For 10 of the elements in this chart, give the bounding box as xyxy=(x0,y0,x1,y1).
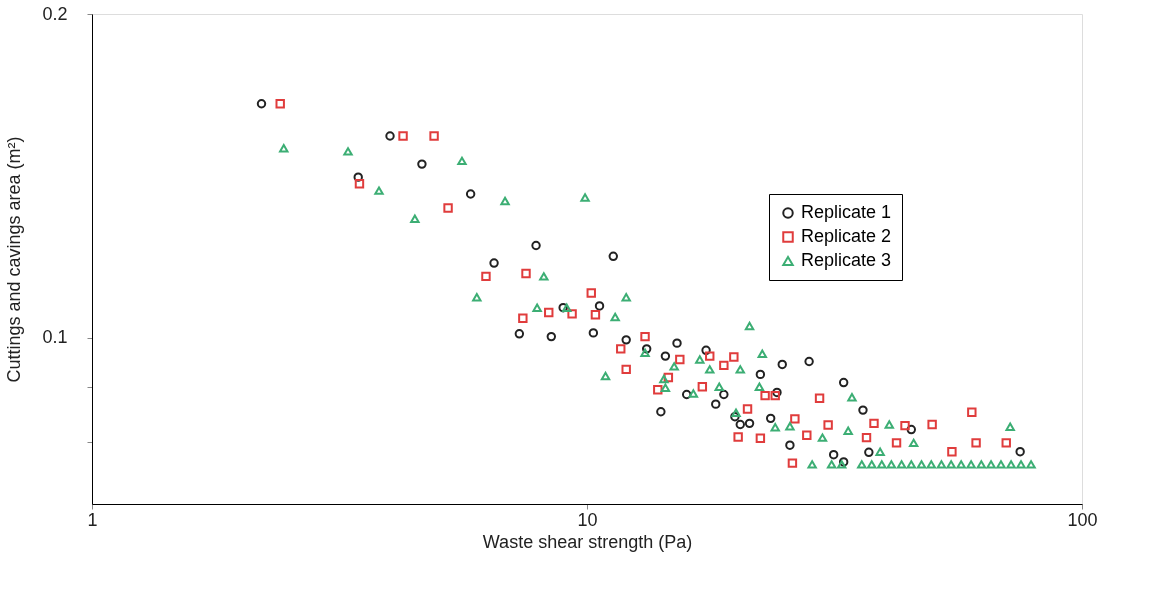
x-tick-label: 10 xyxy=(577,509,598,530)
y-tick-label: 0.1 xyxy=(42,327,68,348)
x-tick-label: 1 xyxy=(87,509,98,530)
y-tick-label: 0.2 xyxy=(42,3,68,24)
legend-label: Replicate 3 xyxy=(801,250,892,270)
x-tick-label: 100 xyxy=(1067,509,1098,530)
legend-label: Replicate 2 xyxy=(801,226,892,246)
y-axis-title: Cuttings and cavings area (m²) xyxy=(4,136,25,383)
x-axis-title: Waste shear strength (Pa) xyxy=(482,531,693,552)
legend-label: Replicate 1 xyxy=(801,202,892,222)
